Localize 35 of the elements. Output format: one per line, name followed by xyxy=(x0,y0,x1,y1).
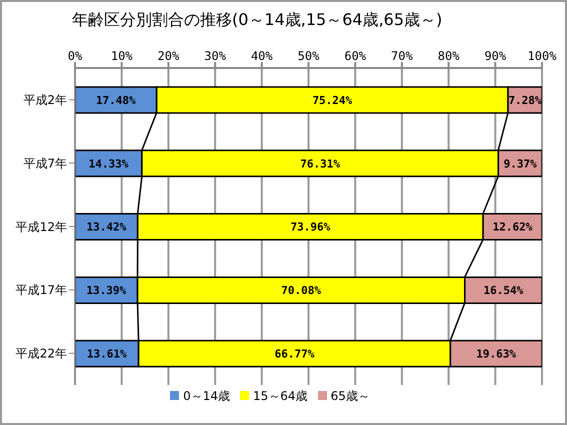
y-tick-label: 平成2年 xyxy=(23,92,67,107)
y-tick-label: 平成7年 xyxy=(23,156,67,170)
data-label: 13.61% xyxy=(86,348,128,361)
legend-label: 15～64歳 xyxy=(253,389,308,403)
data-label: 70.08% xyxy=(281,284,322,298)
x-tick-label: 100% xyxy=(528,49,558,63)
chart-title: 年齢区分別割合の推移(0～14歳,15～64歳,65歳～) xyxy=(72,10,442,31)
x-tick-label: 60% xyxy=(344,49,367,63)
data-label: 66.77% xyxy=(274,348,315,361)
data-label: 13.42% xyxy=(86,220,127,234)
data-label: 12.62% xyxy=(492,220,533,234)
legend-label: 0～14歳 xyxy=(183,389,230,403)
data-label: 14.33% xyxy=(88,157,129,170)
y-tick-label: 平成17年 xyxy=(16,283,67,298)
x-tick-label: 0% xyxy=(68,49,83,63)
data-label: 73.96% xyxy=(290,220,331,234)
x-tick-label: 80% xyxy=(438,49,460,63)
y-tick-label: 平成22年 xyxy=(16,346,67,361)
x-tick-label: 50% xyxy=(298,49,320,63)
data-label: 16.54% xyxy=(484,284,524,298)
data-label: 9.37% xyxy=(504,157,538,170)
y-tick-label: 平成12年 xyxy=(16,220,67,234)
x-tick-label: 70% xyxy=(391,49,414,63)
x-tick-label: 40% xyxy=(250,49,274,63)
x-tick-label: 20% xyxy=(158,49,180,63)
legend-label: 65歳～ xyxy=(330,389,370,403)
data-label: 7.28% xyxy=(508,94,542,107)
x-tick-label: 30% xyxy=(204,49,227,63)
x-tick-label: 90% xyxy=(484,49,507,63)
data-label: 75.24% xyxy=(312,94,353,107)
data-label: 17.48% xyxy=(96,94,136,107)
x-tick-label: 10% xyxy=(110,49,134,63)
data-label: 19.63% xyxy=(476,348,516,361)
data-label: 13.39% xyxy=(86,284,127,298)
data-label: 76.31% xyxy=(300,157,340,170)
